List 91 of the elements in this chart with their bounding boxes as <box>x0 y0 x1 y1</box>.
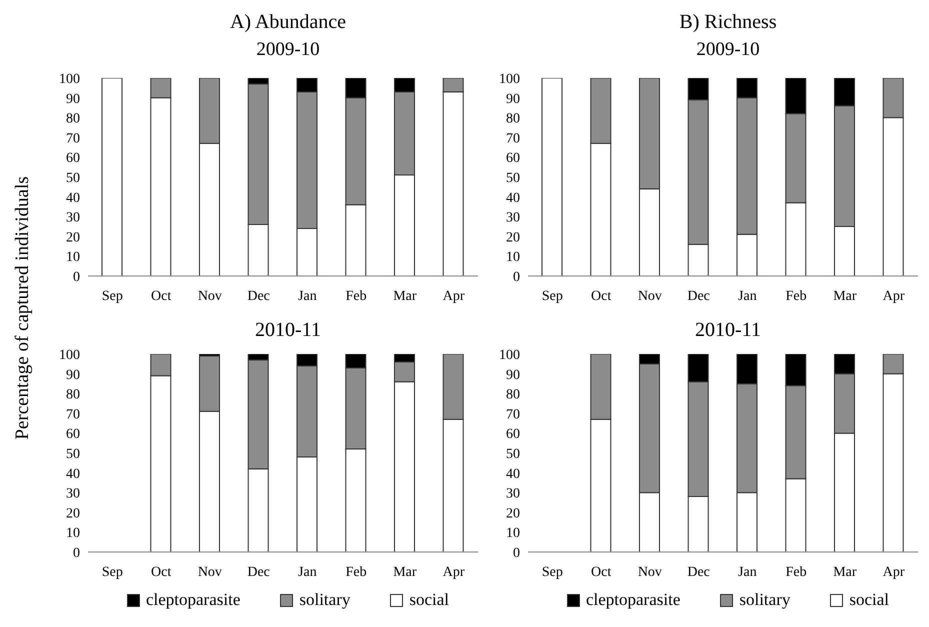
y-tick-label: 0 <box>73 270 80 285</box>
chart-title: A) Abundance <box>228 10 348 35</box>
x-tick-label: Oct <box>151 564 172 580</box>
y-axis-title: Percentage of captured individuals <box>12 176 34 440</box>
y-tick-label: 100 <box>499 72 520 87</box>
y-tick-label: 70 <box>66 407 80 422</box>
legend-label: solitary <box>739 590 790 610</box>
chart-title: 2010-11 <box>254 318 322 343</box>
y-tick-label: 100 <box>59 348 80 363</box>
y-tick-label: 60 <box>66 427 80 442</box>
y-tick-label: 30 <box>66 210 80 226</box>
x-tick-label: Mar <box>393 564 417 580</box>
x-tick-label: Sep <box>102 564 123 580</box>
x-tick-label: Jan <box>298 564 317 580</box>
chart-subtitle: 2009-10 <box>255 38 321 62</box>
legend-label: cleptoparasite <box>146 590 240 610</box>
y-tick-label: 40 <box>506 466 520 482</box>
y-tick-label: 40 <box>66 190 80 206</box>
x-tick-label: Dec <box>687 564 710 580</box>
y-tick-label: 60 <box>66 151 80 166</box>
x-tick-label: Oct <box>591 288 612 304</box>
x-tick-label: Sep <box>542 288 563 304</box>
x-tick-label: Jan <box>738 288 757 304</box>
x-tick-label: Sep <box>102 288 123 304</box>
x-tick-label: Feb <box>786 564 807 580</box>
y-tick-label: 90 <box>506 368 520 383</box>
x-tick-label: Jan <box>738 564 757 580</box>
x-tick-label: Feb <box>346 288 367 304</box>
x-tick-label: Mar <box>833 564 857 580</box>
y-tick-label: 20 <box>506 230 520 246</box>
x-tick-label: Apr <box>442 564 465 580</box>
y-tick-label: 70 <box>66 131 80 146</box>
legend-label: social <box>849 590 890 610</box>
y-tick-label: 20 <box>506 506 520 522</box>
legend-label: cleptoparasite <box>586 590 680 610</box>
bar <box>102 78 122 276</box>
x-tick-label: Oct <box>591 564 612 580</box>
y-tick-label: 50 <box>66 170 80 186</box>
y-tick-label: 50 <box>66 446 80 462</box>
x-tick-label: Feb <box>346 564 367 580</box>
y-tick-label: 80 <box>506 112 520 127</box>
x-tick-label: Dec <box>247 288 270 304</box>
chart-subtitle: 2009-10 <box>695 38 761 62</box>
x-tick-label: Jan <box>298 288 317 304</box>
y-tick-label: 60 <box>506 151 520 166</box>
y-tick-label: 20 <box>66 230 80 246</box>
y-tick-label: 30 <box>506 486 520 502</box>
x-tick-label: Dec <box>687 288 710 304</box>
y-tick-label: 50 <box>506 170 520 186</box>
y-tick-label: 40 <box>506 190 520 206</box>
x-tick-label: Mar <box>393 288 417 304</box>
y-tick-label: 10 <box>506 526 520 542</box>
x-tick-label: Apr <box>882 288 905 304</box>
y-tick-label: 100 <box>499 348 520 363</box>
y-tick-label: 80 <box>66 388 80 403</box>
y-tick-label: 70 <box>506 407 520 422</box>
x-tick-label: Dec <box>247 564 270 580</box>
chart-title: 2010-11 <box>694 318 762 343</box>
x-tick-label: Feb <box>786 288 807 304</box>
y-tick-label: 90 <box>66 368 80 383</box>
bar <box>542 78 562 276</box>
x-tick-label: Mar <box>833 288 857 304</box>
y-tick-label: 90 <box>66 92 80 107</box>
y-tick-label: 0 <box>513 546 520 561</box>
legend-label: solitary <box>299 590 350 610</box>
y-tick-label: 90 <box>506 92 520 107</box>
y-tick-label: 30 <box>506 210 520 226</box>
x-tick-label: Apr <box>882 564 905 580</box>
y-tick-label: 80 <box>66 112 80 127</box>
y-tick-label: 80 <box>506 388 520 403</box>
y-tick-label: 30 <box>66 486 80 502</box>
y-tick-label: 100 <box>59 72 80 87</box>
x-tick-label: Oct <box>151 288 172 304</box>
y-tick-label: 0 <box>73 546 80 561</box>
y-tick-label: 0 <box>513 270 520 285</box>
chart-title: B) Richness <box>678 10 778 35</box>
x-tick-label: Apr <box>442 288 465 304</box>
x-tick-label: Nov <box>638 564 662 580</box>
x-tick-label: Nov <box>198 288 222 304</box>
x-tick-label: Nov <box>638 288 662 304</box>
x-tick-label: Sep <box>542 564 563 580</box>
y-tick-label: 50 <box>506 446 520 462</box>
legend-label: social <box>409 590 450 610</box>
y-tick-label: 10 <box>506 250 520 266</box>
y-tick-label: 20 <box>66 506 80 522</box>
y-tick-label: 60 <box>506 427 520 442</box>
y-tick-label: 10 <box>66 250 80 266</box>
y-tick-label: 40 <box>66 466 80 482</box>
y-tick-label: 70 <box>506 131 520 146</box>
y-tick-label: 10 <box>66 526 80 542</box>
x-tick-label: Nov <box>198 564 222 580</box>
